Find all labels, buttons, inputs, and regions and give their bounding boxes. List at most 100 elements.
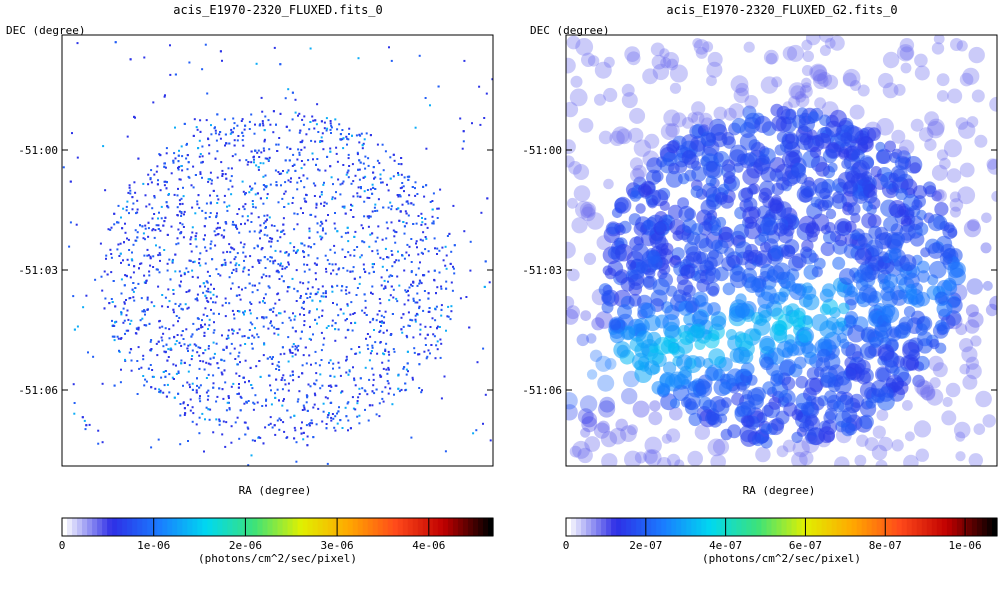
emission-blob [863, 183, 878, 198]
count-pixel [446, 235, 449, 237]
count-pixel [449, 262, 452, 265]
count-pixel [183, 414, 186, 416]
count-pixel [183, 210, 186, 213]
count-pixel [251, 334, 254, 337]
colorbar-segment [781, 518, 788, 536]
count-pixel [262, 442, 265, 445]
emission-blob [858, 284, 877, 303]
emission-blob [760, 436, 773, 449]
count-pixel [331, 319, 334, 322]
colorbar-segment [831, 518, 838, 536]
count-pixel [419, 323, 422, 326]
emission-blob [915, 448, 929, 462]
count-pixel [299, 313, 301, 316]
count-pixel [180, 362, 183, 365]
count-pixel [251, 291, 254, 294]
count-pixel [221, 388, 224, 391]
count-pixel [210, 124, 212, 127]
count-pixel [356, 400, 359, 402]
count-pixel [187, 175, 190, 178]
emission-blob [706, 75, 717, 87]
count-pixel [382, 287, 385, 290]
count-pixel [198, 262, 201, 265]
count-pixel [158, 326, 161, 329]
colorbar-segment [661, 518, 667, 536]
count-pixel [344, 256, 347, 258]
count-pixel [272, 310, 275, 313]
count-pixel [180, 211, 183, 213]
count-pixel [199, 264, 202, 267]
count-pixel [287, 389, 290, 392]
count-pixel [273, 46, 276, 49]
count-pixel [270, 403, 273, 406]
count-pixel [227, 329, 230, 332]
count-pixel [407, 299, 410, 302]
count-pixel [176, 237, 179, 240]
count-pixel [311, 422, 314, 425]
count-pixel [262, 162, 265, 165]
count-pixel [386, 227, 389, 230]
count-pixel [225, 421, 228, 424]
count-pixel [372, 186, 375, 189]
count-pixel [174, 126, 176, 129]
emission-blob [788, 82, 807, 100]
emission-blob [586, 369, 598, 380]
count-pixel [310, 139, 313, 142]
count-pixel [367, 347, 370, 350]
count-pixel [283, 233, 286, 236]
count-pixel [346, 143, 348, 146]
count-pixel [317, 407, 320, 410]
colorbar-segment [467, 518, 474, 536]
count-pixel [265, 316, 268, 319]
count-pixel [216, 202, 219, 204]
count-pixel [314, 318, 317, 321]
colorbar-segment [282, 518, 289, 536]
count-pixel [151, 375, 154, 378]
count-pixel [244, 222, 246, 225]
colorbar-segment [187, 518, 193, 536]
count-pixel [415, 312, 418, 315]
count-pixel [264, 267, 267, 269]
count-pixel [292, 153, 295, 156]
count-pixel [265, 398, 268, 401]
emission-blob [794, 356, 807, 370]
count-pixel [296, 213, 299, 216]
emission-blob [810, 64, 827, 82]
count-pixel [106, 273, 109, 276]
count-pixel [221, 373, 224, 376]
emission-blob [782, 439, 796, 453]
count-pixel [340, 391, 342, 394]
count-pixel [124, 358, 126, 361]
count-pixel [212, 331, 215, 334]
count-pixel [144, 281, 147, 284]
emission-blob [681, 150, 697, 165]
emission-blob [594, 61, 612, 79]
count-pixel [320, 359, 323, 361]
count-pixel [266, 214, 269, 217]
count-pixel [350, 301, 353, 304]
count-pixel [383, 353, 386, 356]
emission-blob [710, 224, 723, 236]
count-pixel [157, 179, 159, 182]
count-pixel [162, 371, 165, 373]
emission-blob [573, 185, 591, 202]
count-pixel [152, 255, 155, 258]
count-pixel [229, 352, 232, 355]
count-pixel [214, 244, 217, 247]
count-pixel [131, 208, 134, 211]
image-area[interactable] [0, 28, 1000, 472]
count-pixel [264, 426, 267, 429]
count-pixel [450, 281, 453, 284]
count-pixel [359, 186, 362, 188]
count-pixel [445, 254, 448, 257]
count-pixel [332, 183, 334, 186]
emission-blob [989, 295, 997, 311]
count-pixel [475, 429, 478, 432]
count-pixel [428, 307, 431, 309]
count-pixel [209, 194, 211, 197]
count-pixel [276, 364, 279, 367]
count-pixel [266, 218, 268, 221]
count-pixel [206, 299, 209, 302]
image-area[interactable] [0, 41, 495, 466]
colorbar-segment [452, 518, 459, 536]
